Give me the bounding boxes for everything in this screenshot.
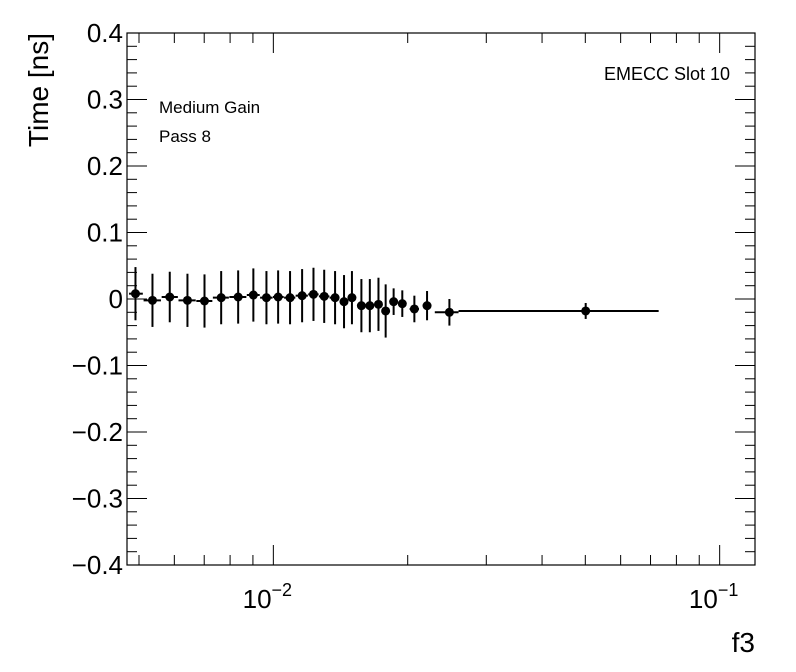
y-axis-title: Time [ns] (23, 33, 54, 147)
y-tick-label: −0.3 (72, 484, 123, 514)
point-marker (397, 299, 407, 309)
point-marker (273, 292, 283, 302)
point-marker (248, 290, 258, 300)
gain-label: Medium Gain (159, 98, 260, 117)
point-marker (409, 304, 419, 314)
point-marker (261, 293, 271, 303)
point-marker (319, 291, 329, 301)
data-point (143, 273, 161, 327)
slot-label: EMECC Slot 10 (604, 64, 730, 84)
point-marker (147, 295, 157, 305)
x-tick-labels: 10−2 10−1 (243, 580, 739, 614)
point-marker (182, 295, 192, 305)
point-marker (365, 301, 375, 311)
point-marker (308, 289, 318, 299)
point-marker (233, 292, 243, 302)
data-point (272, 270, 284, 324)
point-marker (422, 301, 432, 311)
data-point (373, 277, 383, 331)
y-tick-label: 0.2 (87, 151, 123, 181)
point-marker (444, 307, 454, 317)
point-marker (347, 293, 357, 303)
data-point (318, 269, 330, 323)
point-marker (373, 299, 383, 309)
point-marker (130, 289, 140, 299)
data-point (295, 269, 308, 323)
point-marker (330, 293, 340, 303)
axis-ticks (127, 32, 755, 566)
data-point (409, 295, 419, 323)
data-point (422, 291, 432, 321)
data-point (381, 284, 391, 338)
data-point (161, 271, 178, 323)
data-point (397, 290, 407, 317)
point-marker (339, 297, 349, 307)
point-marker (285, 293, 295, 303)
data-series (129, 267, 659, 338)
point-marker (297, 291, 307, 301)
y-tick-label: 0 (109, 284, 123, 314)
data-point (212, 271, 229, 325)
point-marker (199, 296, 209, 306)
y-tick-label: 0.1 (87, 218, 123, 248)
y-tick-labels: 0.4 0.3 0.2 0.1 0 −0.1 −0.2 −0.3 −0.4 (72, 18, 123, 580)
data-point (284, 271, 296, 325)
data-point (246, 268, 260, 322)
data-point (229, 270, 247, 324)
y-tick-label: −0.1 (72, 351, 123, 381)
point-marker (381, 306, 391, 316)
point-marker (389, 297, 399, 307)
y-tick-label: −0.4 (72, 550, 123, 580)
y-tick-label: 0.4 (87, 18, 123, 48)
data-point (356, 279, 366, 333)
x-axis-title: f3 (732, 627, 755, 658)
data-point (365, 279, 375, 333)
y-tick-label: 0.3 (87, 85, 123, 115)
data-point (389, 288, 399, 315)
data-point (308, 267, 319, 321)
point-marker (165, 292, 175, 302)
x-tick-label: 10−1 (689, 580, 738, 614)
data-point (129, 267, 143, 321)
data-point (196, 274, 213, 328)
data-point (260, 271, 273, 325)
point-marker (581, 306, 591, 316)
data-point (329, 271, 340, 325)
point-marker (216, 293, 226, 303)
data-point (347, 271, 357, 325)
data-point (178, 273, 196, 327)
x-tick-label: 10−2 (243, 580, 292, 614)
pass-label: Pass 8 (159, 127, 211, 146)
data-point (339, 275, 349, 329)
data-point (458, 302, 659, 319)
point-marker (356, 301, 366, 311)
y-tick-label: −0.2 (72, 417, 123, 447)
data-point (434, 299, 459, 326)
